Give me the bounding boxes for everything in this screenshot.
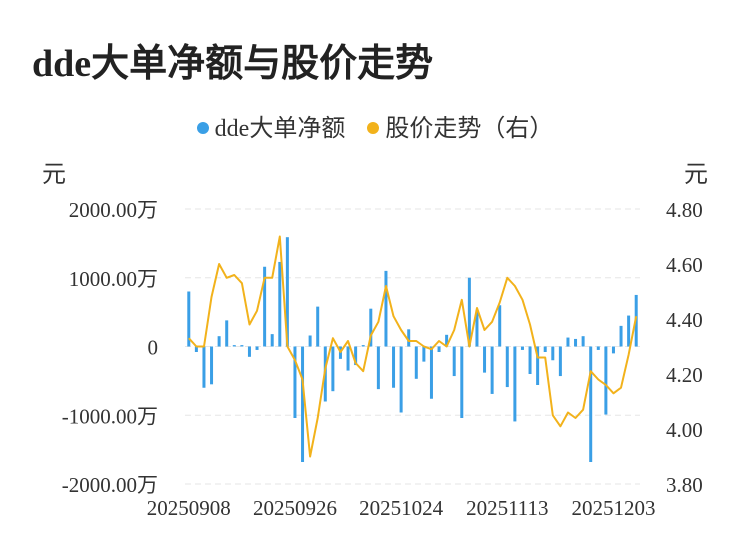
dde-bar — [331, 346, 335, 392]
dde-bar — [460, 346, 464, 418]
right-axis-tick-label: 4.60 — [666, 253, 703, 277]
left-axis-labels: 2000.00万 1000.00万 0 -1000.00万 -2000.00万 — [62, 198, 158, 497]
dde-bar — [187, 291, 191, 347]
dde-bar — [217, 336, 221, 347]
price-line-path — [188, 235, 638, 458]
right-axis-labels: 4.80 4.60 4.40 4.20 4.00 3.80 — [666, 198, 703, 497]
dde-bar — [467, 277, 471, 347]
dde-bar — [574, 338, 578, 347]
x-axis-tick-label: 20250908 — [147, 496, 231, 520]
dde-bar — [255, 346, 259, 350]
legend-item-dde[interactable]: dde大单净额 — [196, 108, 346, 143]
dde-bar — [589, 346, 593, 462]
left-axis-tick-label: 2000.00万 — [69, 198, 158, 222]
dde-bar — [543, 346, 547, 352]
dde-bar — [611, 346, 615, 354]
dde-bar — [285, 237, 289, 347]
legend-label-price: 股价走势（右） — [385, 116, 554, 142]
left-axis-unit: 元 — [42, 162, 66, 188]
dde-bar — [619, 325, 623, 347]
legend-item-price[interactable]: 股价走势（右） — [367, 108, 553, 143]
dde-bar — [414, 346, 418, 379]
dde-bar — [475, 310, 479, 347]
right-axis-unit: 元 — [684, 162, 708, 188]
dde-bar — [498, 305, 502, 347]
dde-bar — [194, 346, 198, 352]
dde-bar — [581, 336, 585, 347]
dde-bar — [361, 345, 365, 347]
chart-title: dde大单净额与股价走势 — [32, 43, 434, 85]
left-axis-tick-label: -2000.00万 — [62, 473, 158, 497]
right-axis-tick-label: 3.80 — [666, 473, 703, 497]
dde-bar — [247, 346, 251, 357]
dde-bar — [536, 346, 540, 385]
dde-bar — [308, 335, 312, 347]
dde-bar — [210, 346, 214, 385]
right-axis-tick-label: 4.00 — [666, 418, 703, 442]
dde-bars — [187, 237, 638, 462]
legend-label-dde: dde大单净额 — [214, 116, 346, 142]
dde-bar — [445, 334, 449, 347]
dde-bar — [384, 270, 388, 347]
legend: dde大单净额 股价走势（右） — [0, 108, 750, 143]
right-axis-tick-label: 4.20 — [666, 363, 703, 387]
dde-bar — [399, 346, 403, 413]
right-axis-tick-label: 4.80 — [666, 198, 703, 222]
dde-bar — [392, 346, 396, 388]
dde-bar — [505, 346, 509, 388]
dde-bar — [604, 346, 608, 415]
dde-bar — [520, 346, 524, 350]
dde-bar — [437, 346, 441, 352]
legend-dot-price — [367, 122, 380, 135]
x-axis-labels: 20250908 20250926 20251024 20251113 20251203 — [147, 496, 656, 520]
dde-bar — [483, 346, 487, 373]
dde-bar — [376, 346, 380, 390]
dde-bar — [551, 346, 555, 361]
dde-bar — [528, 346, 532, 374]
dde-bar — [452, 346, 456, 377]
dde-bar — [354, 346, 358, 366]
x-axis-tick-label: 20251024 — [359, 496, 444, 520]
left-axis-tick-label: 0 — [148, 336, 159, 360]
legend-dot-dde — [196, 122, 209, 135]
dde-bar — [429, 346, 433, 399]
dde-bar — [301, 346, 305, 462]
x-axis-tick-label: 20251113 — [466, 496, 548, 520]
dde-bar — [422, 346, 426, 362]
dde-bar — [202, 346, 206, 388]
dde-bar — [596, 346, 600, 350]
dde-bar — [513, 346, 517, 422]
dde-bar — [232, 345, 236, 347]
dde-bar — [490, 346, 494, 394]
dde-bar — [270, 334, 274, 347]
dde-bar — [566, 337, 570, 347]
right-axis-tick-label: 4.40 — [666, 308, 703, 332]
dde-bar — [346, 346, 350, 371]
dde-bar — [225, 320, 229, 347]
dde-bar — [407, 329, 411, 347]
dde-bar — [316, 306, 320, 347]
grid-lines — [185, 208, 640, 485]
dde-bar — [627, 315, 631, 347]
dde-bar — [263, 266, 267, 347]
price-line — [188, 235, 638, 458]
left-axis-tick-label: 1000.00万 — [69, 267, 158, 291]
left-axis-tick-label: -1000.00万 — [62, 404, 158, 428]
dde-bar — [278, 261, 282, 347]
dde-bar — [293, 346, 297, 418]
dde-bar — [558, 346, 562, 377]
x-axis-tick-label: 20251203 — [571, 496, 655, 520]
dde-bar — [240, 345, 244, 347]
x-axis-tick-label: 20250926 — [253, 496, 337, 520]
dde-bar — [369, 308, 373, 347]
